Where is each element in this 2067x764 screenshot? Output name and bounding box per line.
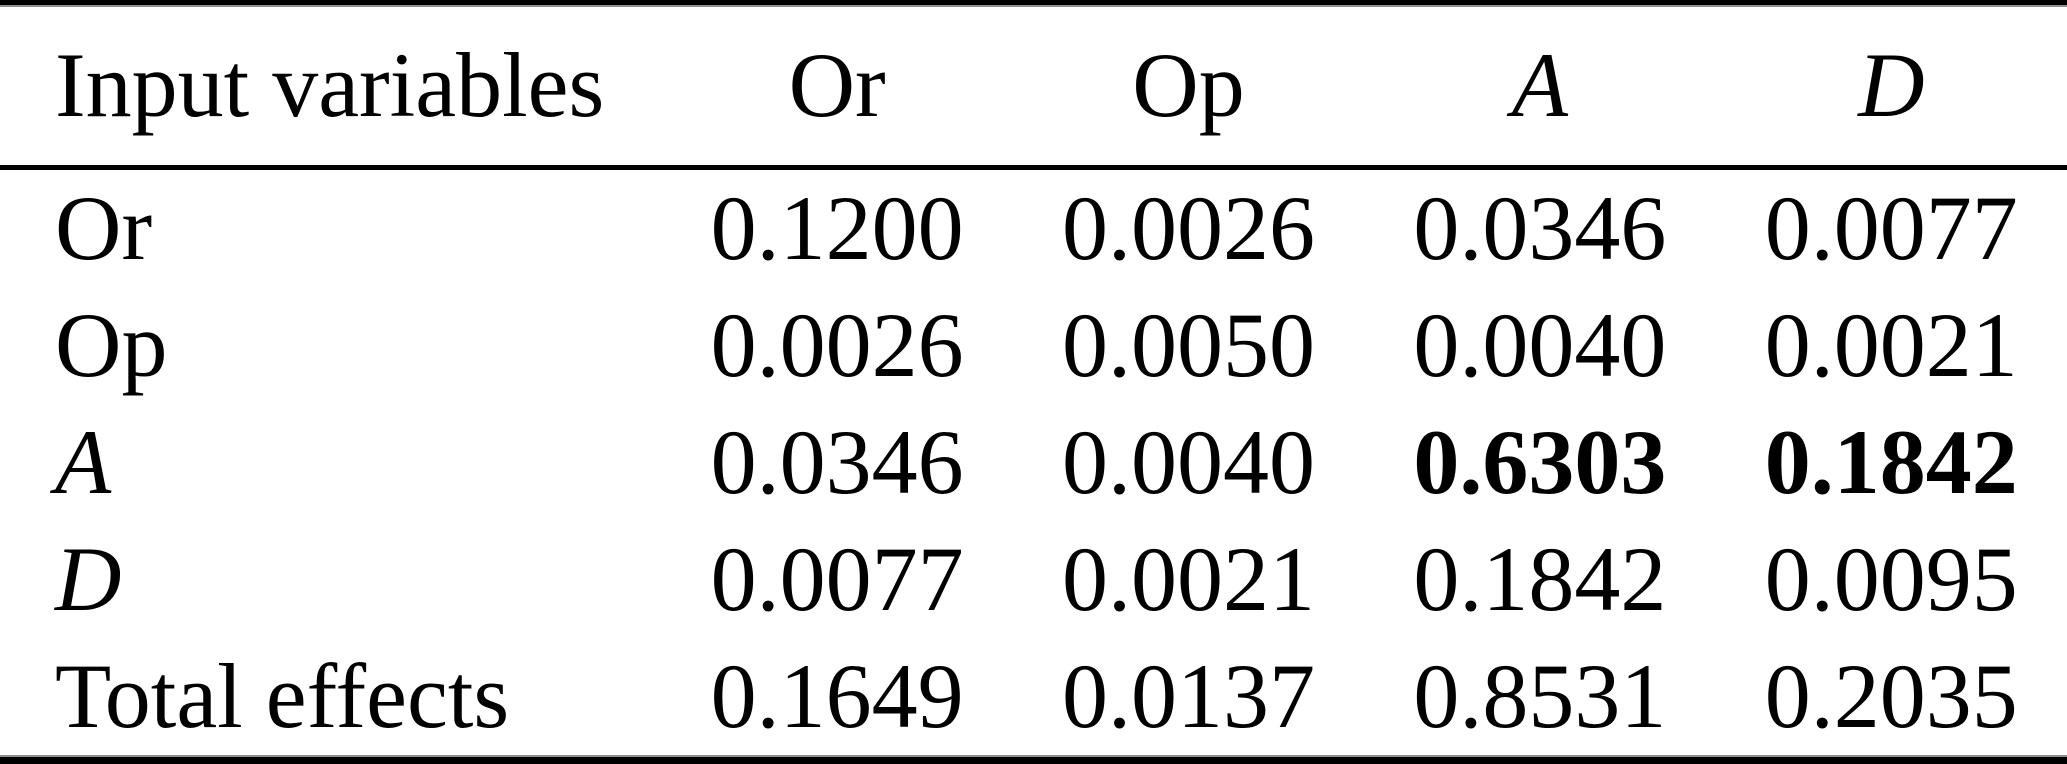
value-cell: 0.0021 bbox=[1764, 294, 2018, 397]
column-header: Input variables bbox=[0, 7, 662, 170]
header-row: Input variables Or Op A D bbox=[0, 7, 2067, 170]
column-header: D bbox=[1715, 7, 2067, 170]
value-cell: 0.0346 bbox=[1413, 177, 1667, 280]
value-cell: 0.1842 bbox=[1764, 411, 2018, 514]
table-row: Or 0.1200 0.0026 0.0346 0.0077 bbox=[0, 168, 2067, 288]
table-row: Op 0.0026 0.0050 0.0040 0.0021 bbox=[0, 287, 2067, 404]
value-cell: 0.8531 bbox=[1413, 644, 1667, 747]
row-label: Total effects bbox=[55, 644, 510, 747]
top-rule-thick bbox=[0, 0, 2067, 5]
value-cell: 0.0077 bbox=[710, 528, 964, 630]
column-header: A bbox=[1364, 7, 1716, 170]
value-cell: 0.0346 bbox=[710, 411, 964, 514]
value-cell: 0.0040 bbox=[1413, 294, 1667, 397]
table-body: Or 0.1200 0.0026 0.0346 0.0077 Op 0.0026 0.0050… bbox=[0, 168, 2067, 756]
bottom-rule-thin bbox=[0, 755, 2067, 757]
value-cell: 0.0077 bbox=[1764, 177, 2018, 280]
value-cell: 0.2035 bbox=[1764, 644, 2018, 747]
table-row: Total effects 0.1649 0.0137 0.8531 0.2035 bbox=[0, 638, 2067, 755]
row-label: Op bbox=[55, 294, 168, 397]
value-cell: 0.0137 bbox=[1062, 644, 1316, 747]
value-cell: 0.0050 bbox=[1062, 294, 1316, 397]
column-header: Or bbox=[661, 7, 1013, 170]
top-rule-thin bbox=[0, 5, 2067, 7]
row-label: A bbox=[55, 411, 112, 514]
value-cell: 0.0021 bbox=[1062, 528, 1316, 630]
table-header: Input variables Or Op A D bbox=[0, 7, 2067, 170]
value-cell: 0.6303 bbox=[1413, 411, 1667, 514]
column-header: Op bbox=[1012, 7, 1365, 170]
value-cell: 0.0040 bbox=[1062, 411, 1316, 514]
table-row: D 0.0077 0.0021 0.1842 0.0095 bbox=[0, 521, 2067, 638]
table-row: A 0.0346 0.0040 0.6303 0.1842 bbox=[0, 404, 2067, 521]
row-label: D bbox=[55, 528, 122, 630]
value-cell: 0.1649 bbox=[710, 644, 964, 747]
value-cell: 0.1200 bbox=[710, 177, 964, 280]
bottom-rule-thick bbox=[0, 757, 2067, 764]
value-cell: 0.0026 bbox=[710, 294, 964, 397]
value-cell: 0.1842 bbox=[1413, 528, 1667, 630]
value-cell: 0.0095 bbox=[1764, 528, 2018, 630]
sensitivity-table: Input variables Or Op A D Or 0.1200 0.0026 0.03… bbox=[0, 7, 2067, 755]
value-cell: 0.0026 bbox=[1062, 177, 1316, 280]
row-label: Or bbox=[55, 177, 153, 280]
